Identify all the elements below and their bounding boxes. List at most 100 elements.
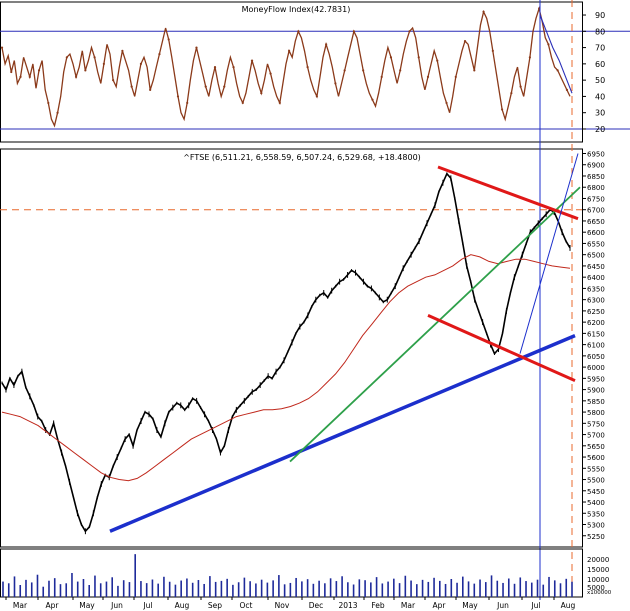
mfi-point [37,69,41,72]
price-tick-label: 6400 [587,274,605,282]
price-tick-label: 6300 [587,297,605,305]
price-tick-label: 6850 [587,173,605,181]
mfi-frame [0,1,583,143]
x-axis: Mar Apr May Jun Jul Aug Sep Oct Nov Dec 2013 Feb Mar… [5,597,576,610]
mfi-point [167,38,170,41]
price-panel: 5250 5300 5350 5400 5450 5500 5550 5600 5650 5700… [0,0,605,600]
x-tick-label: Aug [561,601,576,610]
price-tick-label: 6250 [587,308,605,316]
mfi-point [47,101,50,105]
x-tick-label: Jul [530,601,540,610]
price-tick-label: 6200 [587,319,605,327]
mfi-point [547,43,550,46]
x-tick-label: Aug [175,601,190,610]
price-tick-label: 5850 [587,398,605,406]
x-tick-label: Mar [401,601,416,610]
mfi-point [463,39,467,43]
price-tick-label: 5350 [587,510,605,518]
price-tick-label: 5800 [587,409,605,417]
mfi-point [343,69,346,72]
mfi-point [315,95,318,98]
mfi-point [112,79,115,82]
price-tick-label: 6500 [587,252,605,260]
price-frame [0,148,583,548]
mfi-point [56,111,59,114]
price-tick-label: 6950 [587,150,605,158]
mfi-point [325,43,328,46]
mfi-tick-label: 40 [595,92,605,101]
mfi-point [482,10,485,13]
mfi-point [500,108,504,111]
x-tick-label: May [79,601,95,610]
price-tick-label: 6750 [587,195,605,203]
volume-tick-label: 5000 [587,584,605,592]
mfi-trend-line [539,14,573,94]
mfi-point [195,46,198,49]
mfi-point [408,30,411,33]
price-tick-label: 6900 [587,162,605,170]
price-tick-label: 5500 [587,477,605,485]
volume-tick-label: 15000 [587,566,609,574]
price-tick-label: 6150 [587,330,605,338]
price-tick-label: 5750 [587,420,605,428]
red-upper-channel-line [437,165,579,221]
mfi-point [204,85,207,88]
price-tick-label: 5600 [587,454,605,462]
price-tick-label: 6700 [587,207,605,215]
price-tick-label: 5700 [587,432,605,440]
volume-tick-label: 20000 [587,556,609,564]
x-tick-label: May [462,601,478,610]
mfi-point [565,88,569,92]
mfi-point [28,75,31,78]
mfi-point [213,66,217,69]
price-tick-label: 6600 [587,229,605,237]
mfi-point [176,95,180,98]
mfi-point [260,92,263,95]
price-tick-label: 6100 [587,342,605,350]
mfi-point [417,56,420,59]
mfi-point [519,85,522,88]
mfi-point [130,85,133,88]
mfi-point [473,69,476,72]
mfi-point [102,62,105,65]
price-tick-label: 6350 [587,285,605,293]
price-tick-label: 5300 [587,522,605,530]
mfi-tick-label: 30 [595,109,605,118]
mfi-point [445,101,448,105]
mfi-point [436,59,439,62]
price-tick-label: 6050 [587,353,605,361]
mfi-point [121,49,124,52]
mfi-point [426,75,430,78]
mfi-point [362,69,365,72]
mfi-point [334,82,337,85]
mfi-point [223,85,226,88]
mfi-point [65,56,68,59]
mfi-point [297,30,300,33]
mfi-point [10,70,13,74]
price-tick-label: 6800 [587,184,605,192]
mfi-panel: 20 30 40 50 60 70 80 90 [0,1,630,143]
price-tick-label: 5950 [587,375,605,383]
mfi-title: MoneyFlow Index(42.7831) [242,5,351,14]
x-tick-label: Dec [309,601,324,610]
mfi-point [371,98,374,101]
mfi-point [454,75,457,78]
price-tick-label: 5900 [587,387,605,395]
mfi-point [139,62,143,65]
x-tick-label: Mar [13,601,28,610]
price-title: ^FTSE (6,511.21, 6,558.59, 6,507.24, 6,5… [183,153,421,162]
mfi-point [19,75,22,78]
x-tick-label: Apr [46,601,60,610]
x-tick-label: 2013 [338,601,357,610]
mfi-point [556,69,559,72]
volume-tick-label: x100000 [587,590,612,596]
x-tick-label: Sep [208,601,222,610]
price-tick-label: 5450 [587,488,605,496]
mfi-point [269,72,272,75]
price-series-line [1,172,571,533]
mfi-point [241,101,244,105]
mfi-tick-label: 70 [595,44,605,53]
x-tick-label: Feb [371,601,385,610]
